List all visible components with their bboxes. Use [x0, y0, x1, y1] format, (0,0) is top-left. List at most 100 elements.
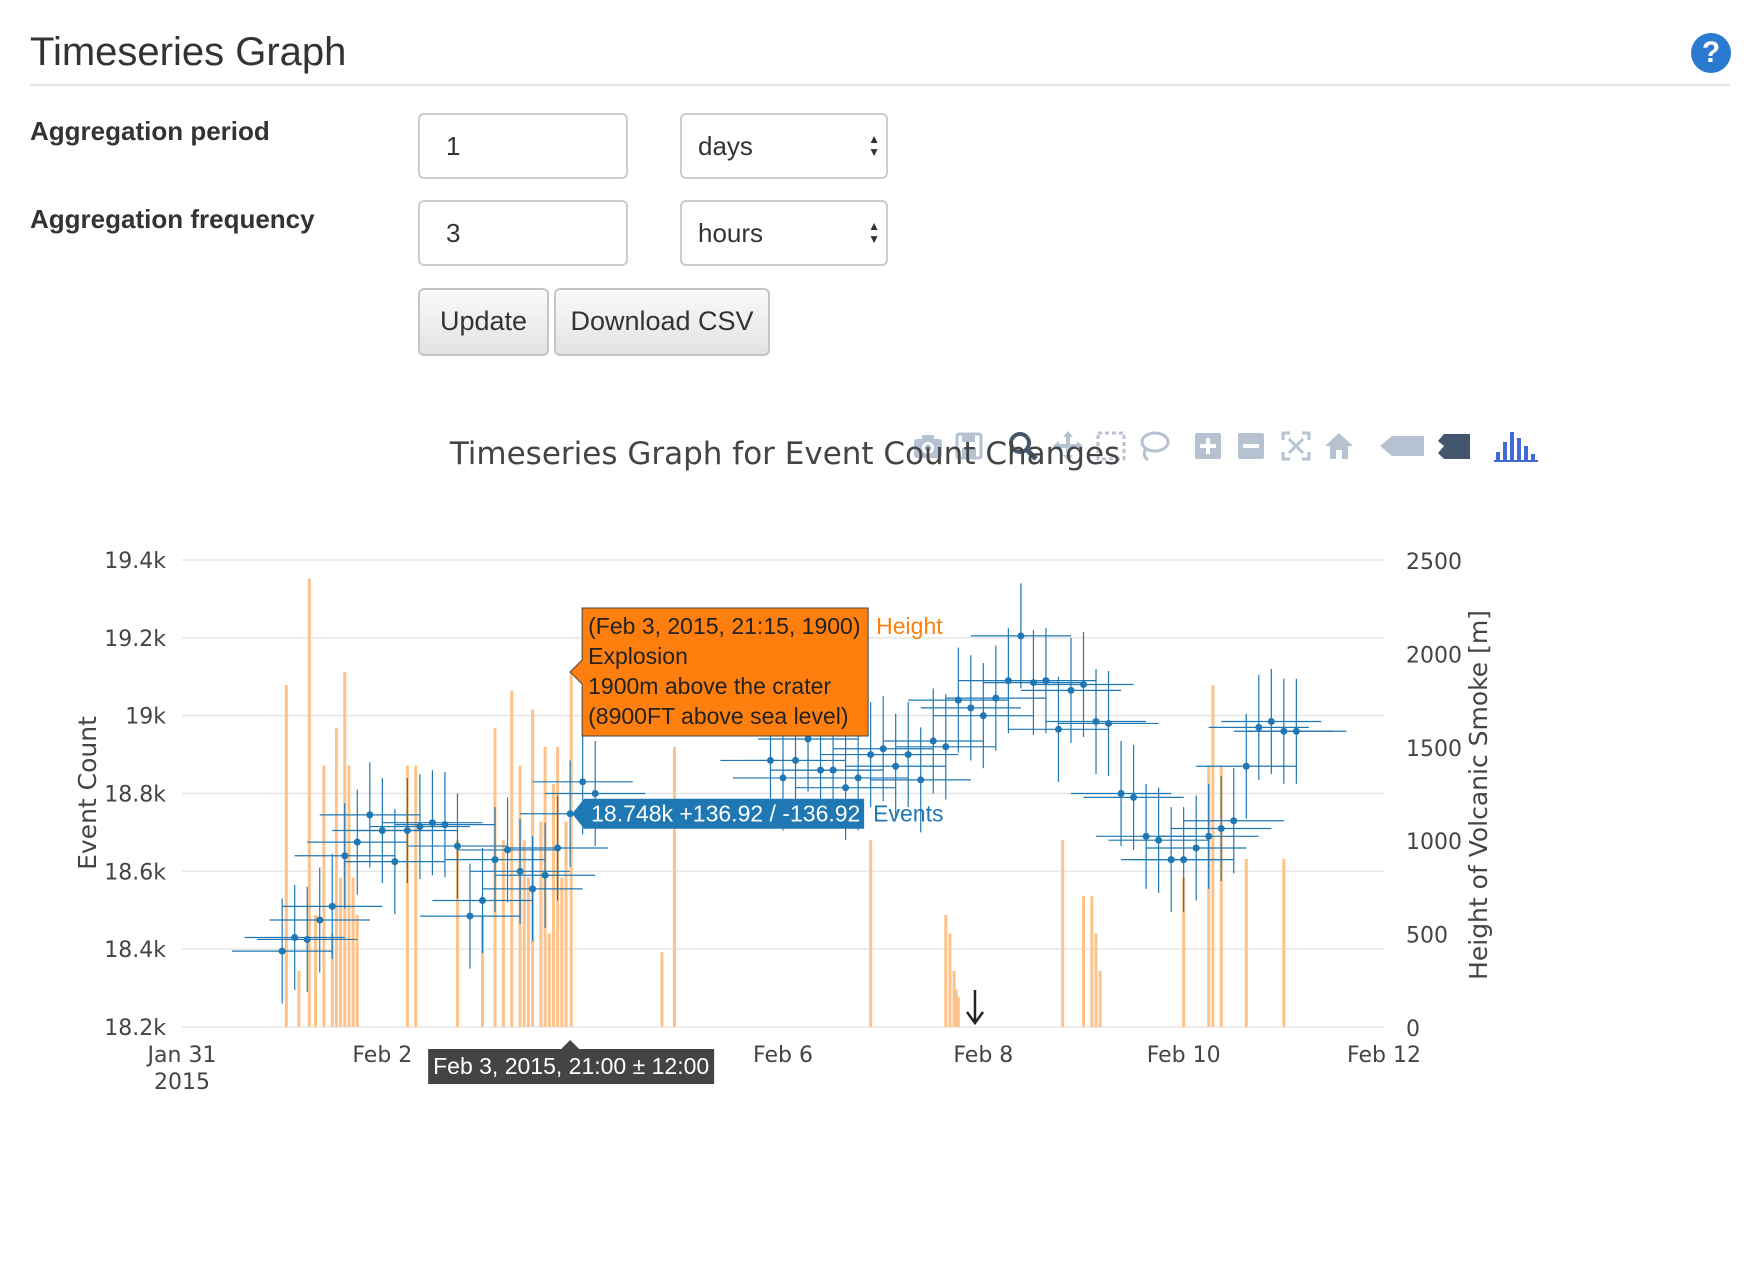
- event-point: [929, 737, 937, 745]
- x-tick-label: Feb 2: [352, 1043, 412, 1068]
- height-bar: [1090, 896, 1094, 1027]
- y-tick-label: 19.2k: [104, 627, 166, 652]
- height-bar: [539, 821, 543, 1027]
- height-bar: [322, 765, 326, 1027]
- height-bar: [672, 746, 676, 1027]
- y-tick-label: 18.6k: [104, 860, 166, 885]
- plotly-logo-icon[interactable]: [1492, 428, 1540, 464]
- aggregation-frequency-input[interactable]: 3: [418, 200, 628, 266]
- aggregation-period-unit-select[interactable]: days ▲ ▼: [680, 113, 888, 179]
- height-bar: [1244, 858, 1248, 1027]
- camera-icon[interactable]: [910, 428, 946, 464]
- event-point: [792, 756, 800, 764]
- height-bar: [481, 914, 484, 1027]
- box-select-icon[interactable]: [1093, 428, 1129, 464]
- event-point: [904, 751, 912, 759]
- event-point: [942, 743, 950, 751]
- height-bar: [414, 765, 418, 1027]
- event-point: [1017, 632, 1025, 640]
- height-bar: [1094, 933, 1098, 1027]
- event-point: [917, 776, 925, 784]
- event-point: [529, 885, 537, 893]
- height-bar: [314, 914, 318, 1027]
- autoscale-icon[interactable]: [1278, 428, 1314, 464]
- events-hover-series: Events: [873, 801, 943, 827]
- height-bar: [869, 840, 873, 1027]
- event-point: [391, 858, 399, 866]
- height-bar: [660, 952, 664, 1027]
- height-bar: [351, 877, 355, 1027]
- select-arrows-icon: ▲ ▼: [868, 219, 880, 246]
- height-bar: [948, 933, 952, 1027]
- x-tick-label: Jan 31: [146, 1043, 217, 1068]
- events-hover-text: 18.748k +136.92 / -136.92: [591, 801, 860, 827]
- x-tick-label: Feb 6: [753, 1043, 813, 1068]
- event-point: [1054, 725, 1062, 733]
- event-point: [1142, 832, 1150, 840]
- height-bar: [1211, 685, 1215, 1027]
- zoom-in-icon[interactable]: [1190, 428, 1226, 464]
- y2-tick-label: 1000: [1406, 830, 1462, 855]
- event-point: [554, 844, 562, 852]
- event-point: [466, 912, 474, 920]
- event-point: [491, 856, 499, 864]
- height-hover-title: (Feb 3, 2015, 21:15, 1900): [588, 613, 860, 639]
- event-point: [1230, 817, 1238, 825]
- download-csv-button[interactable]: Download CSV: [554, 288, 770, 356]
- event-point: [516, 867, 524, 875]
- height-bar: [330, 933, 334, 1027]
- event-point: [591, 790, 599, 797]
- event-point: [328, 902, 336, 910]
- event-point: [892, 762, 900, 770]
- event-point: [1292, 727, 1300, 735]
- zoom-out-icon[interactable]: [1233, 428, 1269, 464]
- y2-axis-title: Height of Volcanic Smoke [m]: [1464, 610, 1493, 980]
- x-tick-label: Feb 12: [1347, 1043, 1421, 1068]
- height-bar: [956, 997, 960, 1027]
- event-point: [1205, 832, 1213, 840]
- aggregation-frequency-unit-select[interactable]: hours ▲ ▼: [680, 200, 888, 266]
- height-bar: [522, 840, 526, 1027]
- height-bar: [284, 685, 288, 1027]
- aggregation-period-input[interactable]: 1: [418, 113, 628, 179]
- height-hover-line: 1900m above the crater: [588, 673, 831, 699]
- down-arrow-icon: [965, 990, 984, 1026]
- page-title: Timeseries Graph: [30, 30, 347, 74]
- height-bar: [1182, 877, 1186, 1027]
- y2-tick-label: 2000: [1406, 643, 1462, 668]
- y-tick-label: 19k: [125, 705, 166, 730]
- height-bar: [355, 914, 359, 1027]
- hover-closest-icon[interactable]: [1378, 428, 1426, 464]
- event-point: [992, 694, 1000, 702]
- help-icon[interactable]: ?: [1691, 33, 1731, 73]
- height-hover-line: (8900FT above sea level): [588, 703, 848, 729]
- hover-compare-icon[interactable]: [1436, 428, 1472, 464]
- event-point: [278, 947, 286, 955]
- event-point: [441, 821, 449, 829]
- pan-icon[interactable]: [1050, 428, 1086, 464]
- event-point: [566, 810, 574, 818]
- save-icon[interactable]: [951, 428, 987, 464]
- select-arrows-icon: ▲ ▼: [868, 132, 880, 159]
- height-bar: [560, 877, 564, 1027]
- update-button[interactable]: Update: [418, 288, 549, 356]
- events-hover-box: [572, 798, 865, 829]
- event-point: [1255, 723, 1263, 731]
- zoom-icon[interactable]: [1005, 428, 1041, 464]
- event-point: [303, 935, 311, 943]
- event-point: [366, 811, 374, 819]
- aggregation-period-label: Aggregation period: [30, 116, 270, 146]
- aggregation-frequency-label: Aggregation frequency: [30, 204, 315, 234]
- y-tick-label: 19.4k: [104, 549, 166, 574]
- reset-axes-icon[interactable]: [1321, 428, 1357, 464]
- lasso-icon[interactable]: [1136, 428, 1172, 464]
- title-divider: [30, 84, 1730, 86]
- x-tick-label: Feb 8: [953, 1043, 1013, 1068]
- height-bar: [297, 970, 301, 1027]
- event-point: [1192, 844, 1200, 852]
- height-bar: [510, 690, 514, 1027]
- height-bar: [547, 933, 551, 1027]
- event-point: [1105, 719, 1113, 727]
- x-hover-text: Feb 3, 2015, 21:00 ± 12:00: [433, 1053, 709, 1079]
